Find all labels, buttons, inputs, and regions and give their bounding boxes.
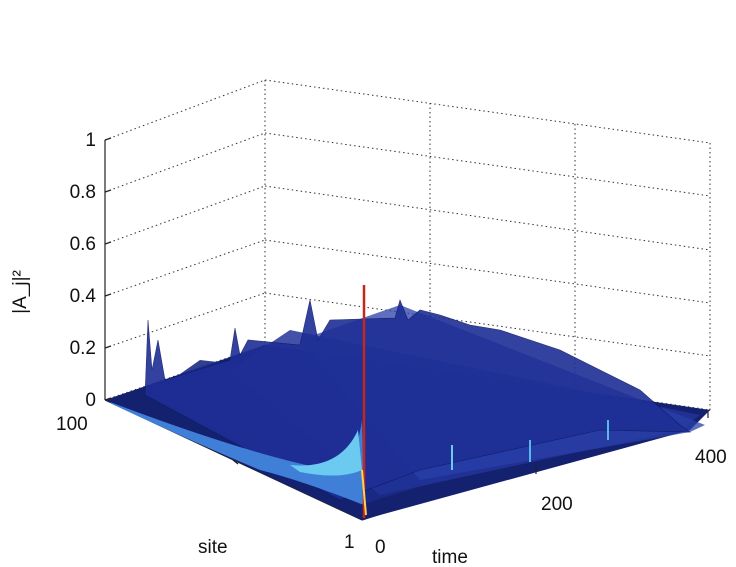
z-ticks: 0 0.2 0.4 0.6 0.8 1 [70,130,112,411]
grid-line [104,185,266,245]
site-tick-label: 1 [344,532,355,553]
grid-line [264,79,711,144]
z-tick-label: 0.8 [70,182,96,203]
z-axis-label: |A_j|² [10,270,31,314]
tick-mark [104,189,112,193]
grid-line [104,79,266,141]
site-ticks: 100 1 [56,414,355,553]
time-ticks: 0 200 400 [375,411,727,558]
site-axis-label: site [198,537,228,558]
tick-mark [104,293,112,297]
z-tick-label: 0.2 [70,338,96,359]
tick-mark [104,241,112,245]
grid-line [264,239,711,304]
grid-line [104,292,266,349]
site-tick-label: 100 [56,414,88,435]
surface [105,285,710,520]
tick-mark [104,137,112,141]
tick-mark [104,345,112,349]
z-tick-label: 0.6 [70,234,96,255]
z-tick-label: 1 [85,130,96,151]
time-tick-label: 400 [695,447,727,468]
grid-line [104,239,266,297]
grid-line [264,185,711,251]
z-tick-label: 0 [85,390,96,411]
initial-pulse-base [361,469,367,516]
z-axis-label-text: |A_j|² [10,270,31,314]
time-tick-label: 200 [541,494,573,515]
edge-wave-highlight [290,430,362,476]
edge-wave [110,402,364,505]
time-axis-label: time [432,547,468,567]
ridge-peaks [144,299,691,501]
tick-mark [104,397,112,401]
tick-mark [232,459,239,465]
time-tick-label: 0 [375,537,386,558]
z-tick-label: 0.4 [70,286,97,307]
grid-line [264,132,711,197]
grid-line [104,132,266,193]
grid-line [264,292,711,357]
